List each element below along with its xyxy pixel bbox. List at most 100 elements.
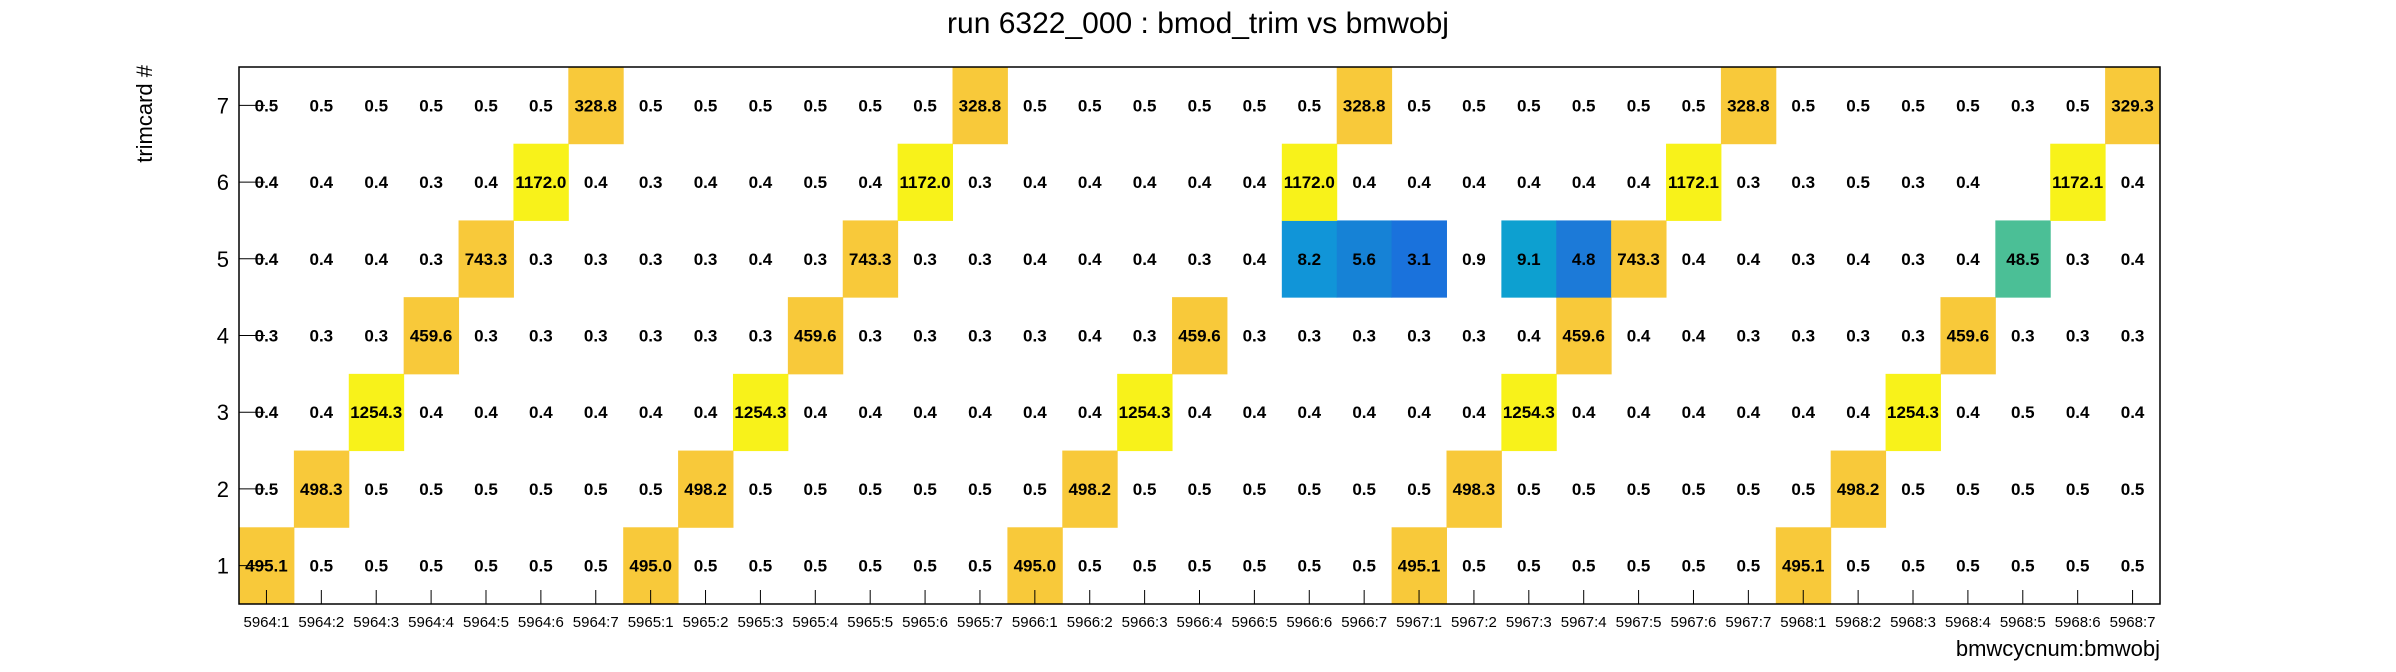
cell-value-label: 0.4 bbox=[1956, 250, 1980, 269]
cell-value-label: 329.3 bbox=[2111, 96, 2154, 115]
cell-value-label: 0.4 bbox=[364, 250, 388, 269]
cell-value-label: 0.3 bbox=[1243, 327, 1267, 346]
cell-value-label: 1172.0 bbox=[900, 173, 951, 192]
cell-value-label: 0.5 bbox=[1737, 557, 1761, 576]
cell-value-label: 0.4 bbox=[803, 403, 827, 422]
heatmap-cell bbox=[1336, 220, 1393, 298]
x-tick-label: 5965:7 bbox=[957, 614, 1003, 631]
cell-value-label: 0.4 bbox=[310, 173, 334, 192]
cell-value-label: 0.4 bbox=[858, 173, 882, 192]
cell-value-label: 0.3 bbox=[1352, 327, 1376, 346]
cell-value-label: 1254.3 bbox=[734, 403, 786, 422]
cell-value-label: 0.5 bbox=[639, 480, 663, 499]
cell-value-label: 0.5 bbox=[1846, 96, 1870, 115]
y-tick-label: 4 bbox=[217, 324, 229, 349]
heatmap-cell bbox=[1720, 67, 1777, 145]
cell-value-label: 0.4 bbox=[858, 403, 882, 422]
cell-value-label: 0.4 bbox=[1352, 173, 1376, 192]
heatmap-cell-labels: 495.1 0.5 0.5 0.5 0.5 0.5 0.5 495.0 0.5 0.5 0.5 0.5… bbox=[245, 96, 2154, 575]
cell-value-label: 328.8 bbox=[574, 96, 617, 115]
cell-value-label: 0.5 bbox=[858, 96, 882, 115]
cell-value-label: 459.6 bbox=[410, 327, 453, 346]
cell-value-label: 0.5 bbox=[474, 557, 498, 576]
cell-value-label: 495.1 bbox=[1398, 557, 1441, 576]
cell-value-label: 0.4 bbox=[1352, 403, 1376, 422]
cell-value-label: 1254.3 bbox=[350, 403, 402, 422]
cell-value-label: 0.5 bbox=[1791, 96, 1815, 115]
cell-value-label: 0.5 bbox=[803, 480, 827, 499]
cell-value-label: 0.5 bbox=[1297, 96, 1321, 115]
cell-value-label: 328.8 bbox=[1343, 96, 1386, 115]
cell-value-label: 0.5 bbox=[858, 480, 882, 499]
cell-value-label: 0.4 bbox=[1023, 173, 1047, 192]
cell-value-label: 0.3 bbox=[858, 327, 882, 346]
cell-value-label: 0.3 bbox=[1791, 327, 1815, 346]
cell-value-label: 0.5 bbox=[694, 96, 718, 115]
cell-value-label: 0.4 bbox=[1243, 250, 1267, 269]
cell-value-label: 0.4 bbox=[1078, 327, 1102, 346]
cell-value-label: 0.5 bbox=[2066, 480, 2090, 499]
cell-value-label: 0.4 bbox=[1188, 403, 1212, 422]
cell-value-label: 0.3 bbox=[2066, 250, 2090, 269]
cell-value-label: 0.5 bbox=[2121, 557, 2145, 576]
cell-value-label: 0.5 bbox=[419, 480, 443, 499]
heatmap-cell bbox=[787, 297, 844, 375]
cell-value-label: 0.4 bbox=[1023, 403, 1047, 422]
cell-value-label: 1172.1 bbox=[1668, 173, 1719, 192]
cell-value-label: 1172.0 bbox=[515, 173, 566, 192]
y-tick-label: 2 bbox=[217, 477, 229, 502]
heatmap-cell bbox=[1117, 373, 1173, 452]
cell-value-label: 0.4 bbox=[749, 173, 773, 192]
cell-value-label: 0.5 bbox=[1627, 480, 1651, 499]
cell-value-label: 0.5 bbox=[584, 480, 608, 499]
cell-value-label: 0.5 bbox=[1188, 96, 1212, 115]
heatmap-cell bbox=[1830, 450, 1887, 528]
cell-value-label: 0.5 bbox=[1243, 96, 1267, 115]
cell-value-label: 0.4 bbox=[1737, 250, 1761, 269]
cell-value-label: 0.5 bbox=[474, 96, 498, 115]
cell-value-label: 495.1 bbox=[245, 557, 288, 576]
cell-value-label: 0.3 bbox=[2011, 327, 2035, 346]
heatmap-cell bbox=[1995, 220, 2051, 298]
cell-value-label: 459.6 bbox=[1562, 327, 1605, 346]
cell-value-label: 0.3 bbox=[968, 173, 992, 192]
cell-value-label: 0.5 bbox=[1682, 480, 1706, 499]
cell-value-label: 0.5 bbox=[749, 96, 773, 115]
cell-value-label: 0.4 bbox=[1078, 403, 1102, 422]
cell-value-label: 1172.0 bbox=[1284, 173, 1335, 192]
cell-value-label: 0.5 bbox=[803, 96, 827, 115]
cell-value-label: 0.5 bbox=[1572, 480, 1596, 499]
cell-value-label: 0.3 bbox=[1901, 250, 1925, 269]
cell-value-label: 1172.1 bbox=[2052, 173, 2103, 192]
x-tick-label: 5966:6 bbox=[1286, 614, 1332, 631]
cell-value-label: 0.4 bbox=[2121, 403, 2145, 422]
x-axis: 5964:1 5964:2 5964:3 5964:4 5964:5 5964:6 5964… bbox=[243, 590, 2156, 631]
cell-value-label: 0.3 bbox=[2121, 327, 2145, 346]
cell-value-label: 0.4 bbox=[1791, 403, 1815, 422]
cell-value-label: 0.5 bbox=[419, 557, 443, 576]
y-tick-label: 5 bbox=[217, 247, 229, 272]
cell-value-label: 0.3 bbox=[1462, 327, 1486, 346]
cell-value-label: 0.5 bbox=[1901, 480, 1925, 499]
cell-value-label: 0.5 bbox=[529, 96, 553, 115]
cell-value-label: 0.5 bbox=[639, 96, 663, 115]
cell-value-label: 0.5 bbox=[2066, 96, 2090, 115]
heatmap-cell bbox=[2105, 67, 2161, 145]
cell-value-label: 0.3 bbox=[639, 250, 663, 269]
cell-value-label: 0.4 bbox=[1023, 250, 1047, 269]
cell-value-label: 0.5 bbox=[1791, 480, 1815, 499]
y-axis-title: trimcard # bbox=[132, 64, 157, 163]
x-tick-label: 5968:5 bbox=[2000, 614, 2046, 631]
cell-value-label: 0.4 bbox=[474, 173, 498, 192]
cell-value-label: 743.3 bbox=[465, 250, 508, 269]
cell-value-label: 0.5 bbox=[1133, 557, 1157, 576]
cell-value-label: 0.5 bbox=[310, 557, 334, 576]
cell-value-label: 0.5 bbox=[1572, 557, 1596, 576]
heatmap-cell bbox=[1172, 297, 1228, 375]
x-tick-label: 5968:1 bbox=[1780, 614, 1826, 631]
heatmap-cell bbox=[1391, 220, 1447, 298]
cell-value-label: 0.3 bbox=[1297, 327, 1321, 346]
cell-value-label: 0.5 bbox=[2011, 480, 2035, 499]
cell-value-label: 5.6 bbox=[1352, 250, 1376, 269]
x-tick-label: 5965:4 bbox=[792, 614, 838, 631]
